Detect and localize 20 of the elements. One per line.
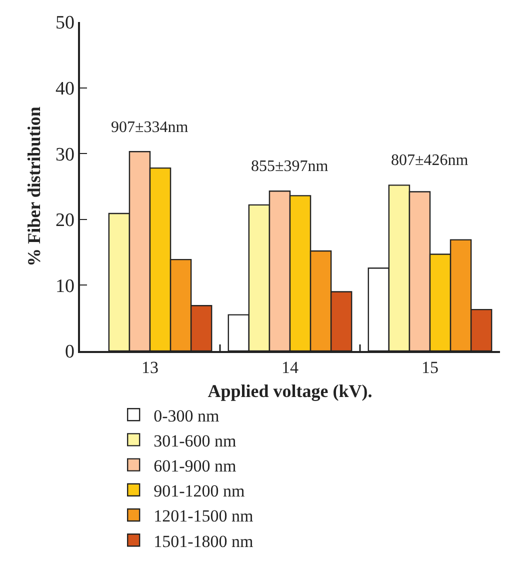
annotation: 807±426nm [391,152,469,169]
x-axis-title: Applied voltage (kV). [208,380,372,401]
x-tick-label: 14 [282,358,299,378]
legend-label: 601-900 nm [154,456,236,476]
y-axis-title: % Fiber distribution [24,106,44,266]
y-tick-label: 50 [55,12,74,34]
legend-label: 901-1200 nm [154,482,245,501]
x-tick-label: 15 [422,358,438,378]
y-tick-label: 10 [55,276,74,297]
y-tick-label: 30 [55,144,74,166]
legend-label: 1501-1800 nm [154,532,254,551]
legend-label: 0-300 nm [154,406,220,426]
annotation: 855±397nm [251,158,329,175]
legend-label: 1201-1500 nm [154,506,254,526]
y-tick-label: 0 [64,342,74,363]
y-tick-label: 20 [55,210,74,232]
y-tick-label: 40 [55,78,74,100]
legend-label: 301-600 nm [154,431,236,450]
x-tick-label: 13 [142,358,158,378]
annotation: 907±334nm [111,119,189,136]
